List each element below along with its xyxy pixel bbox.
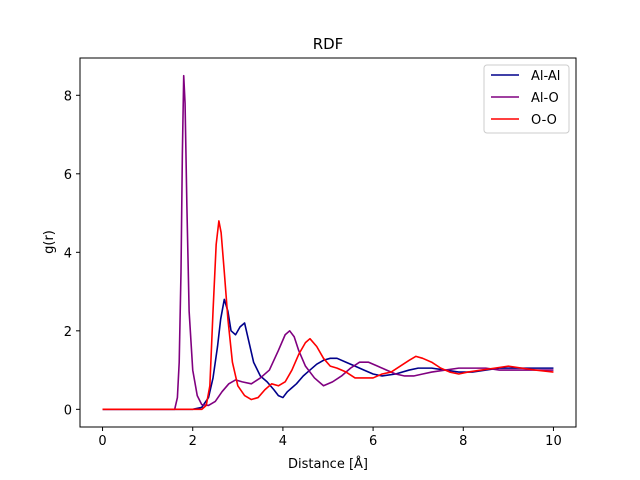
legend-label-al-o: Al-O [531,91,559,106]
y-axis-label: g(r) [42,230,57,254]
y-tick-label: 0 [64,403,72,418]
x-tick-label: 6 [369,434,377,449]
series-line-al-o [102,74,554,411]
legend-label-o-o: O-O [531,113,557,128]
x-tick-label: 8 [459,434,467,449]
legend-box [483,64,570,134]
x-tick-label: 0 [98,434,106,449]
x-tick-label: 4 [279,434,287,449]
y-tick-label: 6 [64,168,72,183]
chart-title: RDF [313,35,344,53]
x-axis-label: Distance [Å] [288,456,368,472]
legend-label-al-al: Al-Al [531,69,560,84]
y-tick-label: 8 [64,89,72,104]
x-tick-label: 2 [189,434,197,449]
y-axis-ticks: 0 2 4 6 8 [64,89,80,418]
series-line-o-o [102,220,554,411]
legend: Al-Al Al-O O-O [483,64,570,134]
y-tick-label: 2 [64,325,72,340]
x-tick-label: 10 [545,434,562,449]
x-axis-ticks: 0 2 4 6 8 10 [98,427,562,449]
y-tick-label: 4 [64,246,72,261]
